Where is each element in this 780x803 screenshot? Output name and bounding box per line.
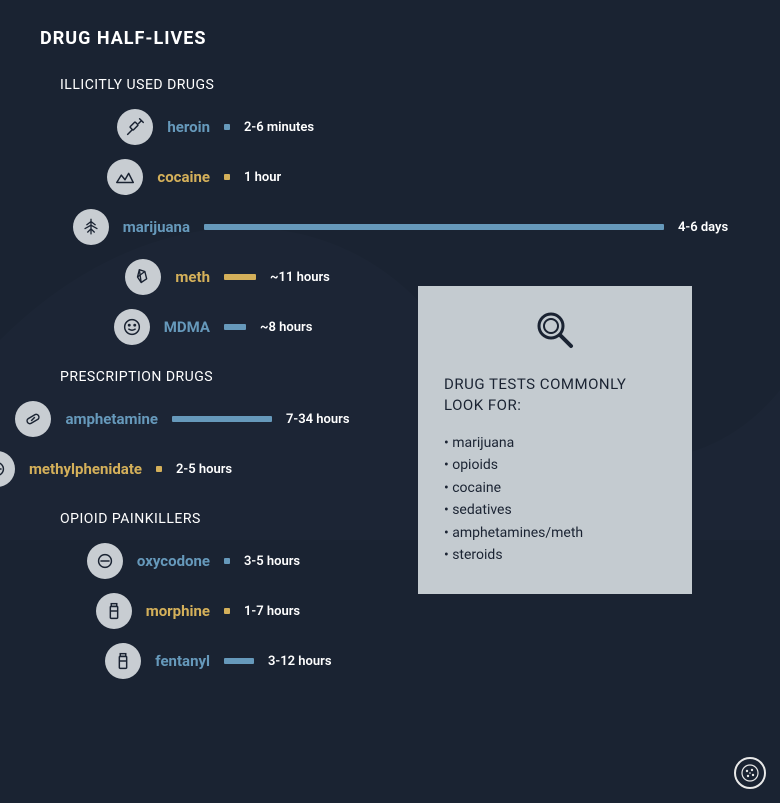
drug-name: methylphenidate xyxy=(29,460,142,478)
duration-label: 1-7 hours xyxy=(244,604,300,619)
half-life-bar xyxy=(224,274,256,280)
drug-name: meth xyxy=(175,268,210,286)
bar-area: 1 hour xyxy=(224,170,740,185)
magnifier-icon xyxy=(444,308,666,356)
half-life-bar xyxy=(224,608,230,614)
drug-name: marijuana xyxy=(123,218,190,236)
leaf-icon xyxy=(73,209,109,245)
syringe-icon xyxy=(117,109,153,145)
drug-row: heroin 2-6 minutes xyxy=(40,109,740,145)
half-life-bar xyxy=(224,174,230,180)
half-life-bar xyxy=(224,658,254,664)
drug-row: cocaine 1 hour xyxy=(40,159,740,195)
info-list-item: sedatives xyxy=(444,499,666,521)
cookie-icon[interactable] xyxy=(734,757,766,789)
bottle-icon xyxy=(96,593,132,629)
drug-name: oxycodone xyxy=(137,552,210,570)
info-list-item: marijuana xyxy=(444,432,666,454)
bar-area: 4-6 days xyxy=(204,220,740,235)
main-title: DRUG HALF-LIVES xyxy=(40,28,740,49)
smile-icon xyxy=(114,309,150,345)
info-list-item: steroids xyxy=(444,544,666,566)
info-list-item: amphetamines/meth xyxy=(444,522,666,544)
drug-row: marijuana 4-6 days xyxy=(40,209,740,245)
drug-row: fentanyl 3-12 hours xyxy=(40,643,740,679)
duration-label: 1 hour xyxy=(244,170,281,185)
duration-label: 4-6 days xyxy=(678,220,728,235)
drug-name: heroin xyxy=(167,118,210,136)
bar-area: 3-12 hours xyxy=(224,654,740,669)
bar-area: ~11 hours xyxy=(224,270,740,285)
half-life-bar xyxy=(224,324,246,330)
mountain-icon xyxy=(107,159,143,195)
crystal-icon xyxy=(125,259,161,295)
half-life-bar xyxy=(224,558,230,564)
duration-label: 2-6 minutes xyxy=(244,120,314,135)
half-life-bar xyxy=(204,224,664,230)
half-life-bar xyxy=(172,416,272,422)
duration-label: 3-5 hours xyxy=(244,554,300,569)
info-list-item: opioids xyxy=(444,454,666,476)
drug-tests-info-box: DRUG TESTS COMMONLY LOOK FOR: marijuanao… xyxy=(418,286,692,594)
half-life-bar xyxy=(156,466,162,472)
duration-label: ~8 hours xyxy=(260,320,312,335)
pill-icon xyxy=(0,451,15,487)
info-list-item: cocaine xyxy=(444,477,666,499)
bottle-icon xyxy=(105,643,141,679)
bar-area: 1-7 hours xyxy=(224,604,740,619)
drug-name: fentanyl xyxy=(155,652,210,670)
info-box-title: DRUG TESTS COMMONLY LOOK FOR: xyxy=(444,374,666,416)
drug-name: MDMA xyxy=(164,318,210,336)
half-life-bar xyxy=(224,124,230,130)
drug-name: morphine xyxy=(146,602,210,620)
bar-area: 2-6 minutes xyxy=(224,120,740,135)
capsule-icon xyxy=(15,401,51,437)
drug-name: amphetamine xyxy=(65,410,158,428)
duration-label: 3-12 hours xyxy=(268,654,332,669)
info-box-list: marijuanaopioidscocainesedativesamphetam… xyxy=(444,432,666,566)
section-title: ILLICITLY USED DRUGS xyxy=(60,77,740,93)
duration-label: 2-5 hours xyxy=(176,462,232,477)
drug-name: cocaine xyxy=(157,168,210,186)
drug-row: morphine 1-7 hours xyxy=(40,593,740,629)
duration-label: 7-34 hours xyxy=(286,412,350,427)
duration-label: ~11 hours xyxy=(270,270,330,285)
pill-icon xyxy=(87,543,123,579)
